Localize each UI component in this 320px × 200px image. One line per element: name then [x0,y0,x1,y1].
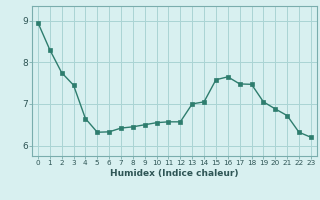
X-axis label: Humidex (Indice chaleur): Humidex (Indice chaleur) [110,169,239,178]
